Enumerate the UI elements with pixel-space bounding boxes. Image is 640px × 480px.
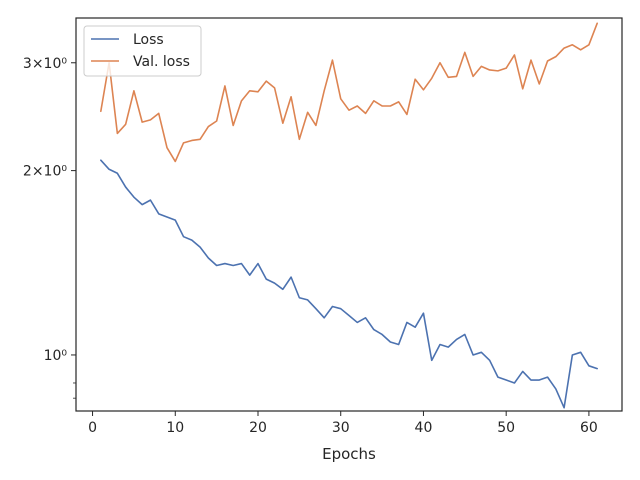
y-axis: 10⁰ 2×10⁰ 3×10⁰ <box>23 56 76 399</box>
series-line-loss <box>100 159 598 409</box>
legend-label-loss: Loss <box>133 32 164 48</box>
x-tick-label: 10 <box>166 420 184 436</box>
x-tick-label: 0 <box>88 420 97 436</box>
legend: Loss Val. loss <box>83 25 202 77</box>
y-tick-label: 2×10⁰ <box>23 164 67 180</box>
x-tick-label: 30 <box>332 420 350 436</box>
x-axis: 0 10 20 30 40 50 60 <box>88 411 598 436</box>
x-tick-label: 40 <box>415 420 433 436</box>
x-tick-label: 60 <box>580 420 598 436</box>
y-tick-label: 3×10⁰ <box>23 56 67 72</box>
legend-label-val-loss: Val. loss <box>133 54 190 70</box>
plot-area <box>75 17 623 412</box>
x-tick-label: 50 <box>497 420 515 436</box>
x-tick-label: 20 <box>249 420 267 436</box>
x-axis-label: Epochs <box>322 445 376 463</box>
y-tick-label: 10⁰ <box>44 348 68 364</box>
series-layer <box>100 22 598 409</box>
series-line-val-loss <box>100 22 598 163</box>
